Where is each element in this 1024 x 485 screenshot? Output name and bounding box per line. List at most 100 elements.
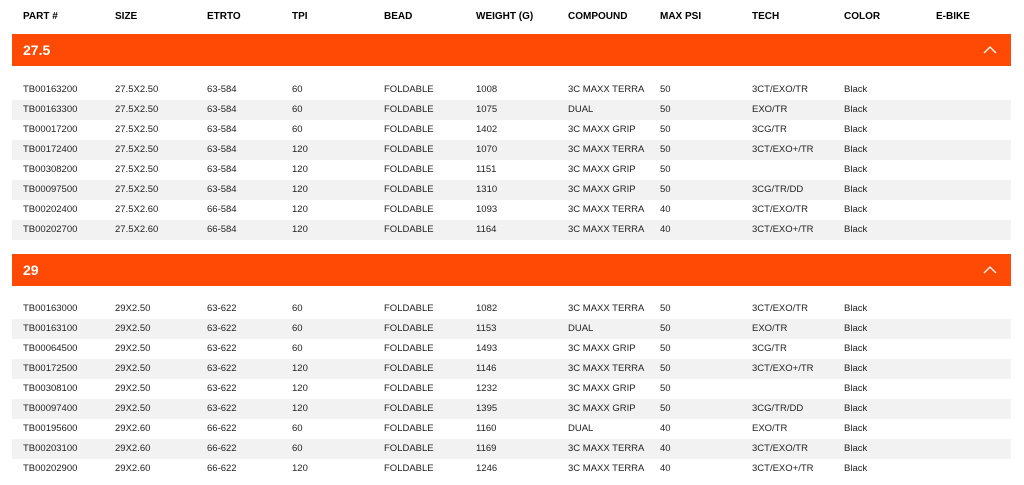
cell-part: TB00017200 [23, 124, 78, 135]
cell-tpi: 60 [292, 323, 303, 334]
column-header-tpi: TPI [292, 11, 308, 22]
chevron-up-icon[interactable] [983, 265, 997, 274]
table-row: TB00097400 29X2.50 63-622 120 FOLDABLE 1395 3C… [12, 399, 1011, 419]
cell-weight: 1153 [476, 323, 497, 334]
table-row: TB00017200 27.5X2.50 63-584 60 FOLDABLE 1402 3… [12, 120, 1011, 140]
cell-max-psi: 50 [660, 363, 671, 374]
cell-compound: 3C MAXX GRIP [568, 164, 636, 175]
cell-weight: 1164 [476, 224, 497, 235]
cell-tech: 3CG/TR/DD [752, 403, 804, 414]
cell-color: Black [844, 403, 868, 414]
cell-max-psi: 50 [660, 164, 671, 175]
cell-compound: 3C MAXX TERRA [568, 144, 645, 155]
cell-color: Black [844, 204, 868, 215]
cell-weight: 1008 [476, 84, 498, 95]
column-header-tech: TECH [752, 11, 780, 22]
cell-max-psi: 40 [660, 204, 671, 215]
column-header-color: COLOR [844, 11, 881, 22]
cell-size: 27.5X2.50 [115, 84, 159, 95]
cell-size: 29X2.50 [115, 323, 151, 334]
table-row: TB00203100 29X2.60 66-622 60 FOLDABLE 1169 3C … [12, 439, 1011, 459]
section-toggle-27-5[interactable]: 27.5 [12, 34, 1011, 66]
cell-tpi: 60 [292, 104, 303, 115]
cell-tech: 3CT/EXO+/TR [752, 463, 814, 474]
cell-compound: DUAL [568, 104, 594, 115]
cell-size: 27.5X2.50 [115, 184, 159, 195]
cell-color: Black [844, 224, 868, 235]
cell-weight: 1070 [476, 144, 498, 155]
table-row: TB00064500 29X2.50 63-622 60 FOLDABLE 1493 3C … [12, 339, 1011, 359]
cell-size: 29X2.50 [115, 383, 151, 394]
cell-part: TB00064500 [23, 343, 78, 354]
cell-etrto: 63-584 [207, 84, 237, 95]
cell-bead: FOLDABLE [384, 303, 434, 314]
table-row: TB00202900 29X2.60 66-622 120 FOLDABLE 1246 3C… [12, 459, 1011, 479]
chevron-up-icon[interactable] [983, 45, 997, 54]
cell-max-psi: 40 [660, 463, 671, 474]
cell-size: 29X2.60 [115, 443, 151, 454]
table-row: TB00163200 27.5X2.50 63-584 60 FOLDABLE 1008 3… [12, 80, 1011, 100]
cell-color: Black [844, 463, 868, 474]
cell-etrto: 63-584 [207, 104, 237, 115]
section-toggle-29[interactable]: 29 [12, 254, 1011, 286]
cell-tpi: 120 [292, 164, 308, 175]
section-title: 27.5 [23, 42, 51, 58]
cell-size: 27.5X2.50 [115, 124, 159, 135]
cell-compound: 3C MAXX GRIP [568, 383, 636, 394]
cell-compound: 3C MAXX GRIP [568, 184, 636, 195]
cell-part: TB00195600 [23, 423, 78, 434]
cell-part: TB00172500 [23, 363, 78, 374]
cell-color: Black [844, 363, 868, 374]
table-row: TB00195600 29X2.60 66-622 60 FOLDABLE 1160 DUA… [12, 419, 1011, 439]
cell-compound: 3C MAXX GRIP [568, 403, 636, 414]
cell-bead: FOLDABLE [384, 423, 434, 434]
cell-max-psi: 40 [660, 443, 671, 454]
cell-color: Black [844, 423, 868, 434]
column-header-max-psi: MAX PSI [660, 11, 702, 22]
cell-tpi: 60 [292, 343, 303, 354]
column-header-size: SIZE [115, 11, 138, 22]
cell-bead: FOLDABLE [384, 343, 434, 354]
cell-etrto: 66-584 [207, 224, 237, 235]
cell-bead: FOLDABLE [384, 164, 434, 175]
cell-weight: 1146 [476, 363, 497, 374]
cell-size: 29X2.50 [115, 343, 151, 354]
section-title: 29 [23, 262, 39, 278]
cell-etrto: 66-584 [207, 204, 237, 215]
cell-part: TB00202700 [23, 224, 78, 235]
cell-etrto: 66-622 [207, 463, 237, 474]
cell-weight: 1082 [476, 303, 498, 314]
cell-weight: 1246 [476, 463, 498, 474]
table-row: TB00097500 27.5X2.50 63-584 120 FOLDABLE 1310… [12, 180, 1011, 200]
cell-color: Black [844, 323, 868, 334]
cell-part: TB00202400 [23, 204, 78, 215]
table-row: TB00202400 27.5X2.60 66-584 120 FOLDABLE 1093… [12, 200, 1011, 220]
cell-compound: 3C MAXX TERRA [568, 443, 645, 454]
cell-compound: 3C MAXX TERRA [568, 204, 645, 215]
column-header-compound: COMPOUND [568, 11, 628, 22]
cell-tech: 3CG/TR [752, 343, 787, 354]
cell-tpi: 120 [292, 184, 308, 195]
cell-weight: 1395 [476, 403, 498, 414]
cell-etrto: 63-622 [207, 403, 237, 414]
table-row: TB00308200 27.5X2.50 63-584 120 FOLDABLE 1151… [12, 160, 1011, 180]
cell-compound: 3C MAXX TERRA [568, 303, 645, 314]
cell-size: 29X2.50 [115, 403, 151, 414]
cell-bead: FOLDABLE [384, 383, 434, 394]
cell-compound: 3C MAXX TERRA [568, 363, 645, 374]
cell-max-psi: 50 [660, 144, 671, 155]
cell-weight: 1232 [476, 383, 498, 394]
cell-weight: 1160 [476, 423, 497, 434]
table-row: TB00172400 27.5X2.50 63-584 120 FOLDABLE 1070… [12, 140, 1011, 160]
cell-bead: FOLDABLE [384, 323, 434, 334]
cell-color: Black [844, 164, 868, 175]
cell-part: TB00163000 [23, 303, 78, 314]
cell-tpi: 120 [292, 463, 308, 474]
cell-bead: FOLDABLE [384, 224, 434, 235]
cell-bead: FOLDABLE [384, 403, 434, 414]
cell-tech: 3CT/EXO/TR [752, 303, 808, 314]
cell-bead: FOLDABLE [384, 124, 434, 135]
cell-tech: EXO/TR [752, 423, 788, 434]
cell-max-psi: 50 [660, 383, 671, 394]
cell-size: 27.5X2.50 [115, 104, 159, 115]
